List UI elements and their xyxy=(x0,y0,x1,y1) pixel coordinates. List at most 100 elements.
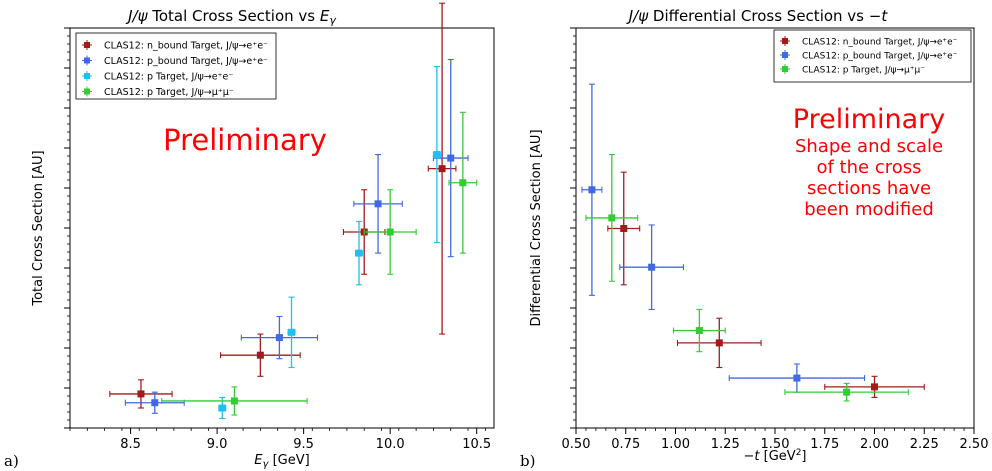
data-point xyxy=(432,66,441,244)
point-marker xyxy=(715,339,723,347)
data-point xyxy=(676,317,762,369)
data-point xyxy=(161,386,308,416)
point-marker xyxy=(447,154,455,162)
chart1-xlabel-unit: [GeV] xyxy=(268,453,309,468)
panel-label-b: b) xyxy=(520,452,536,470)
data-point xyxy=(109,379,173,409)
point-marker xyxy=(438,165,446,173)
data-point xyxy=(287,296,296,369)
disclaimer-line: sections have xyxy=(807,178,931,199)
chart1-x-ticks: 8.5 9.0 9.5 10.0 10.5 xyxy=(69,428,491,452)
point-marker xyxy=(355,249,363,257)
point-marker xyxy=(230,397,238,405)
data-point xyxy=(581,83,603,296)
legend-entry: CLAS12: n_bound Target, J/ψ→e⁺e⁻ xyxy=(780,36,958,48)
data-point xyxy=(220,333,301,377)
data-point xyxy=(728,363,866,393)
legend-marker xyxy=(782,52,788,58)
data-point xyxy=(784,382,909,402)
point-marker xyxy=(374,200,382,208)
chart-total-cross-section: J/ψ Total Cross Section vs Eγ 8.5 9.0 9.5 1… xyxy=(31,2,495,470)
chart2-xlabel-t: t xyxy=(754,449,760,464)
chart1-title-gamma-sub: γ xyxy=(329,14,336,27)
legend-label: CLAS12: p Target, J/ψ→μ⁺μ⁻ xyxy=(802,66,925,76)
legend-marker xyxy=(84,73,90,79)
data-point xyxy=(427,2,457,335)
point-marker xyxy=(386,228,394,236)
chart1-xlabel-gamma: γ xyxy=(263,459,270,470)
point-marker xyxy=(793,374,801,382)
legend-label: CLAS12: p_bound Target, J/ψ→e⁺e⁻ xyxy=(802,52,958,62)
point-marker xyxy=(871,383,878,391)
legend-entry: CLAS12: p_bound Target, J/ψ→e⁺e⁻ xyxy=(82,55,268,67)
x-tick-label: 2.25 xyxy=(910,437,939,452)
chart1-xlabel-e: E xyxy=(254,453,263,468)
data-point xyxy=(672,308,726,353)
data-point xyxy=(619,224,685,310)
data-point xyxy=(218,396,227,420)
chart1-y-axis-label: Total Cross Section [AU] xyxy=(31,150,46,306)
chart1-title-mid: Total Cross Section vs xyxy=(147,7,319,25)
x-tick-label: 0.75 xyxy=(611,437,640,452)
chart2-xlabel-unit: [GeV xyxy=(760,449,796,464)
x-tick-label: 10.5 xyxy=(462,437,491,452)
chart1-legend-box xyxy=(75,32,277,100)
legend-label: CLAS12: p_bound Target, J/ψ→e⁺e⁻ xyxy=(104,56,268,67)
legend-marker xyxy=(84,88,90,95)
point-marker xyxy=(256,351,264,359)
x-tick-label: 0.50 xyxy=(562,437,591,452)
data-point xyxy=(607,171,641,286)
legend-marker xyxy=(84,57,90,64)
chart2-y-axis-label: Differential Cross Section [AU] xyxy=(529,129,544,326)
point-marker xyxy=(137,390,145,398)
chart2-title-mid: Differential Cross Section vs − xyxy=(648,7,881,25)
preliminary-label: Preliminary xyxy=(793,104,945,135)
chart2-xlabel-sup: 2 xyxy=(796,448,802,458)
chart2-points xyxy=(581,83,925,402)
data-point xyxy=(824,375,925,398)
x-tick-label: 1.00 xyxy=(661,437,690,452)
chart2-legend-entries: CLAS12: n_bound Target, J/ψ→e⁺e⁻ CLAS12: … xyxy=(780,36,958,76)
x-tick-label: 1.75 xyxy=(810,437,839,452)
x-tick-label: 9.5 xyxy=(293,437,314,452)
panel-label-a: a) xyxy=(4,452,19,470)
legend-entry: CLAS12: n_bound Target, J/ψ→e⁺e⁻ xyxy=(82,40,268,52)
legend-label: CLAS12: n_bound Target, J/ψ→e⁺e⁻ xyxy=(802,38,958,48)
legend-label: CLAS12: p Target, J/ψ→μ⁺μ⁻ xyxy=(104,87,234,98)
chart1-points xyxy=(109,2,478,420)
x-tick-label: 1.50 xyxy=(761,437,790,452)
disclaimer-line: been modified xyxy=(804,199,934,220)
x-tick-label: 9.0 xyxy=(207,437,228,452)
chart2-x-ticks: 0.50 0.75 1.00 1.25 1.50 1.75 2.00 2.25 2.50 xyxy=(562,428,988,452)
legend-marker xyxy=(84,42,90,48)
legend-entry: CLAS12: p_bound Target, J/ψ→e⁺e⁻ xyxy=(780,50,958,62)
chart2-title-t: t xyxy=(881,7,888,25)
legend-label: CLAS12: n_bound Target, J/ψ→e⁺e⁻ xyxy=(104,41,268,52)
point-marker xyxy=(151,399,159,407)
legend-entry: CLAS12: p Target, J/ψ→e⁺e⁻ xyxy=(82,71,233,83)
data-point xyxy=(240,315,319,360)
legend-label: CLAS12: p Target, J/ψ→e⁺e⁻ xyxy=(104,72,233,83)
point-marker xyxy=(459,179,467,187)
legend-marker xyxy=(782,38,788,44)
x-tick-label: 1.25 xyxy=(711,437,740,452)
chart2-y-ticks xyxy=(570,27,576,429)
chart1-title-egamma: E xyxy=(320,7,330,25)
chart2-title: J/ψ Differential Cross Section vs −t xyxy=(626,7,889,25)
chart1-title: J/ψ Total Cross Section vs Eγ xyxy=(125,7,336,27)
point-marker xyxy=(648,263,656,271)
point-marker xyxy=(433,151,441,159)
chart2-x-axis-label: −t [GeV2] xyxy=(744,448,807,464)
point-marker xyxy=(288,328,296,336)
data-point xyxy=(353,154,403,254)
point-marker xyxy=(275,334,283,342)
point-marker xyxy=(695,327,703,335)
chart1-legend-entries: CLAS12: n_bound Target, J/ψ→e⁺e⁻ CLAS12: … xyxy=(82,40,268,98)
disclaimer-line: Shape and scale xyxy=(795,136,943,157)
chart1-title-psi: J/ψ xyxy=(125,7,148,25)
chart1-x-axis-label: Eγ [GeV] xyxy=(254,453,309,470)
chart1-legend: CLAS12: n_bound Target, J/ψ→e⁺e⁻ CLAS12: … xyxy=(75,32,277,100)
chart1-preliminary-label: Preliminary xyxy=(163,123,327,157)
